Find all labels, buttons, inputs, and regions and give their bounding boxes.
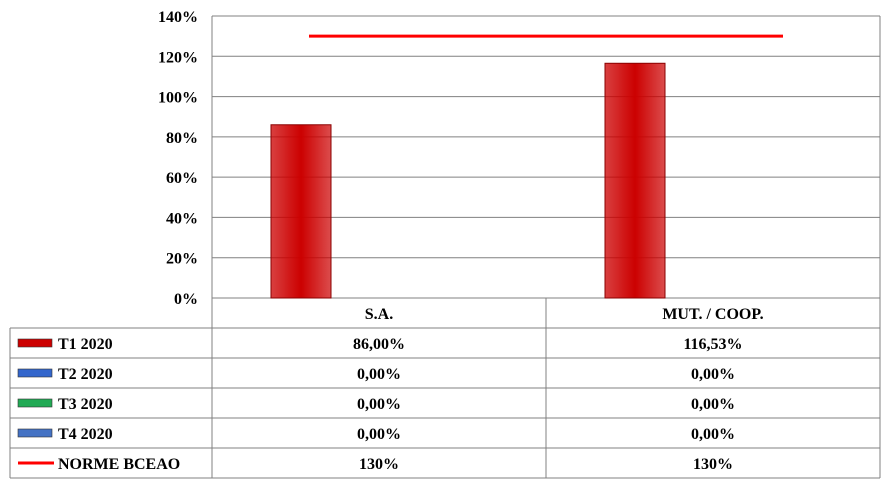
y-tick-label: 40% [166,210,198,227]
y-tick-label: 100% [158,90,198,107]
table-value: 130% [693,456,733,473]
table-category-header: MUT. / COOP. [662,306,763,323]
table-value: 0,00% [691,426,735,443]
table-value: 0,00% [357,426,401,443]
bar-t1-2020 [270,124,332,299]
legend-label: T1 2020 [58,336,113,353]
table-value: 0,00% [691,366,735,383]
legend-label: T2 2020 [58,366,113,383]
y-tick-label: 60% [166,170,198,187]
table-category-header: S.A. [365,306,393,323]
y-tick-label: 80% [166,130,198,147]
y-tick-label: 120% [158,49,198,66]
legend-label: T4 2020 [58,426,113,443]
bar-t1-2020 [604,62,666,299]
legend-key-t3-2020 [17,398,53,408]
y-tick-label: 140% [158,9,198,26]
table-value: 130% [359,456,399,473]
legend-label: T3 2020 [58,396,113,413]
table-value: 0,00% [357,366,401,383]
legend-key-t1-2020 [17,338,53,348]
table-value: 86,00% [353,336,405,353]
legend-key-t2-2020 [17,368,53,378]
legend-key-t4-2020 [17,428,53,438]
table-value: 116,53% [683,336,742,353]
y-tick-label: 0% [174,291,198,308]
legend-label: NORME BCEAO [58,456,180,473]
table-value: 0,00% [357,396,401,413]
y-tick-label: 20% [166,251,198,268]
table-value: 0,00% [691,396,735,413]
